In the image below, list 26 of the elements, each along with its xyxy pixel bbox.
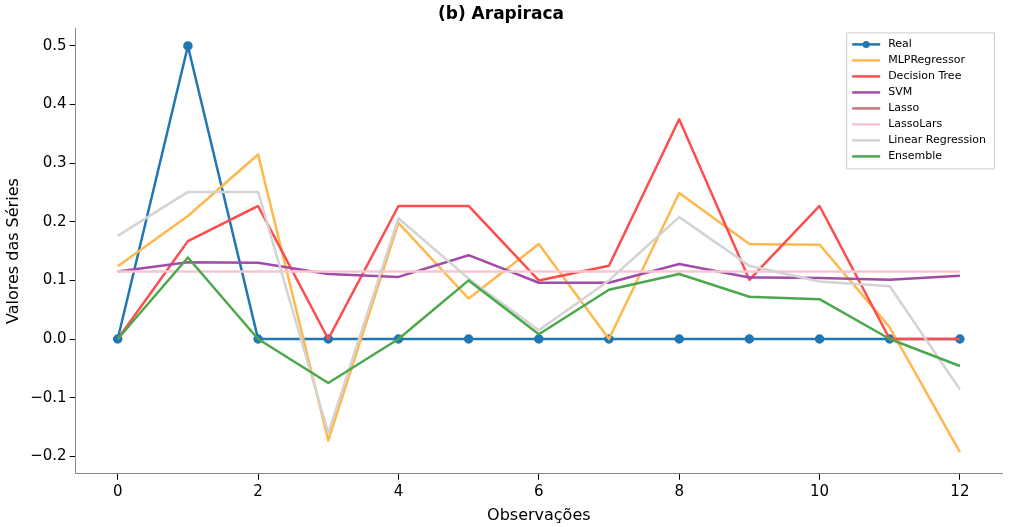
x-tick-label: 2 xyxy=(253,481,263,500)
y-tick-label: 0.0 xyxy=(42,328,67,347)
x-tick-label: 0 xyxy=(112,481,123,500)
y-tick-label: 0.3 xyxy=(42,153,67,172)
y-tick-label: 0.5 xyxy=(42,35,67,54)
y-tick-label: −0.2 xyxy=(30,446,67,465)
x-tick-label: 8 xyxy=(674,481,684,500)
y-tick-label: 0.1 xyxy=(42,270,67,289)
x-tick-label: 6 xyxy=(534,481,544,500)
legend-label: Real xyxy=(888,37,912,51)
legend-label: Lasso xyxy=(888,101,920,115)
x-tick-label: 12 xyxy=(950,481,970,500)
legend-label: LassoLars xyxy=(888,117,943,131)
legend-label: Ensemble xyxy=(888,149,943,163)
legend-label: Decision Tree xyxy=(888,69,962,83)
legend-label: SVM xyxy=(888,85,913,99)
y-axis-title: Valores das Séries xyxy=(2,178,22,325)
x-tick-label: 4 xyxy=(393,481,404,500)
legend-label: MLPRegressor xyxy=(888,53,966,67)
y-tick-label: 0.2 xyxy=(42,211,67,230)
x-axis-title: Observações xyxy=(487,504,591,524)
y-tick-label: 0.4 xyxy=(42,94,67,113)
chart-title: (b) Arapiraca xyxy=(437,2,565,23)
x-tick-label: 10 xyxy=(809,481,830,500)
y-tick-label: −0.1 xyxy=(30,387,67,406)
legend-label: Linear Regression xyxy=(888,133,987,147)
